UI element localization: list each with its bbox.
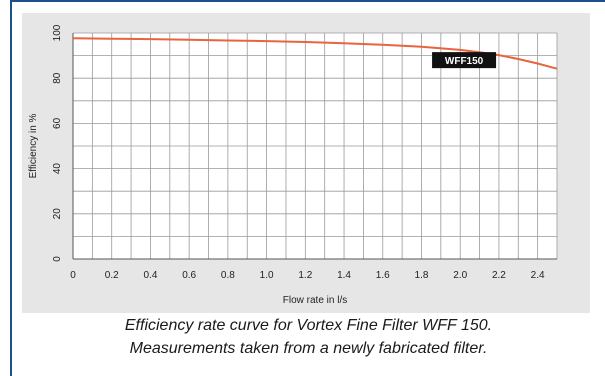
y-tick-label: 0	[52, 256, 63, 262]
x-tick-label: 2.2	[492, 270, 506, 281]
x-tick-label: 2.0	[453, 270, 467, 281]
x-tick-label: 0	[70, 270, 76, 281]
figure-caption: Efficiency rate curve for Vortex Fine Fi…	[12, 314, 605, 360]
y-tick-label: 100	[52, 24, 63, 41]
series: WFF150	[72, 37, 558, 70]
x-tick-label: 1.8	[415, 270, 429, 281]
x-tick-label: 1.6	[376, 270, 390, 281]
x-tick-label: 2.4	[531, 270, 545, 281]
tick-labels: 0 0.2 0.4 0.6 0.8 1.0 1.2 1.4 1.6 1.8 2.0 2.2 2.4 0 20…	[52, 24, 545, 281]
x-tick-label: 0.6	[182, 270, 196, 281]
x-tick-label: 1.4	[337, 270, 351, 281]
series-tag-label: WFF150	[445, 56, 484, 67]
y-axis-title: Efficiency in %	[28, 113, 39, 178]
grid	[72, 32, 558, 260]
figure-frame	[10, 0, 605, 376]
y-tick-label: 80	[52, 72, 63, 84]
efficiency-chart: 0 0.2 0.4 0.6 0.8 1.0 1.2 1.4 1.6 1.8 2.0 2.2 2.4 0 20…	[28, 24, 558, 306]
caption-line-1: Efficiency rate curve for Vortex Fine Fi…	[124, 317, 493, 334]
chart-panel: 0 0.2 0.4 0.6 0.8 1.0 1.2 1.4 1.6 1.8 2.0 2.2 2.4 0 20…	[22, 13, 590, 313]
y-tick-label: 40	[52, 163, 63, 175]
x-tick-label: 0.2	[105, 270, 119, 281]
y-tick-label: 60	[52, 117, 63, 129]
series-tag-box	[432, 52, 497, 69]
series-line-wff150	[72, 37, 558, 70]
x-tick-label: 0.8	[221, 270, 235, 281]
axes	[72, 33, 557, 260]
x-tick-label: 1.2	[298, 270, 312, 281]
x-tick-label: 1.0	[260, 270, 274, 281]
caption-line-2: Measurements taken from a newly fabricat…	[129, 340, 488, 357]
x-axis-title: Flow rate in l/s	[283, 295, 347, 306]
y-tick-label: 20	[52, 208, 63, 220]
labels: Flow rate in l/s Efficiency in %	[28, 113, 347, 306]
x-tick-label: 0.4	[143, 270, 157, 281]
